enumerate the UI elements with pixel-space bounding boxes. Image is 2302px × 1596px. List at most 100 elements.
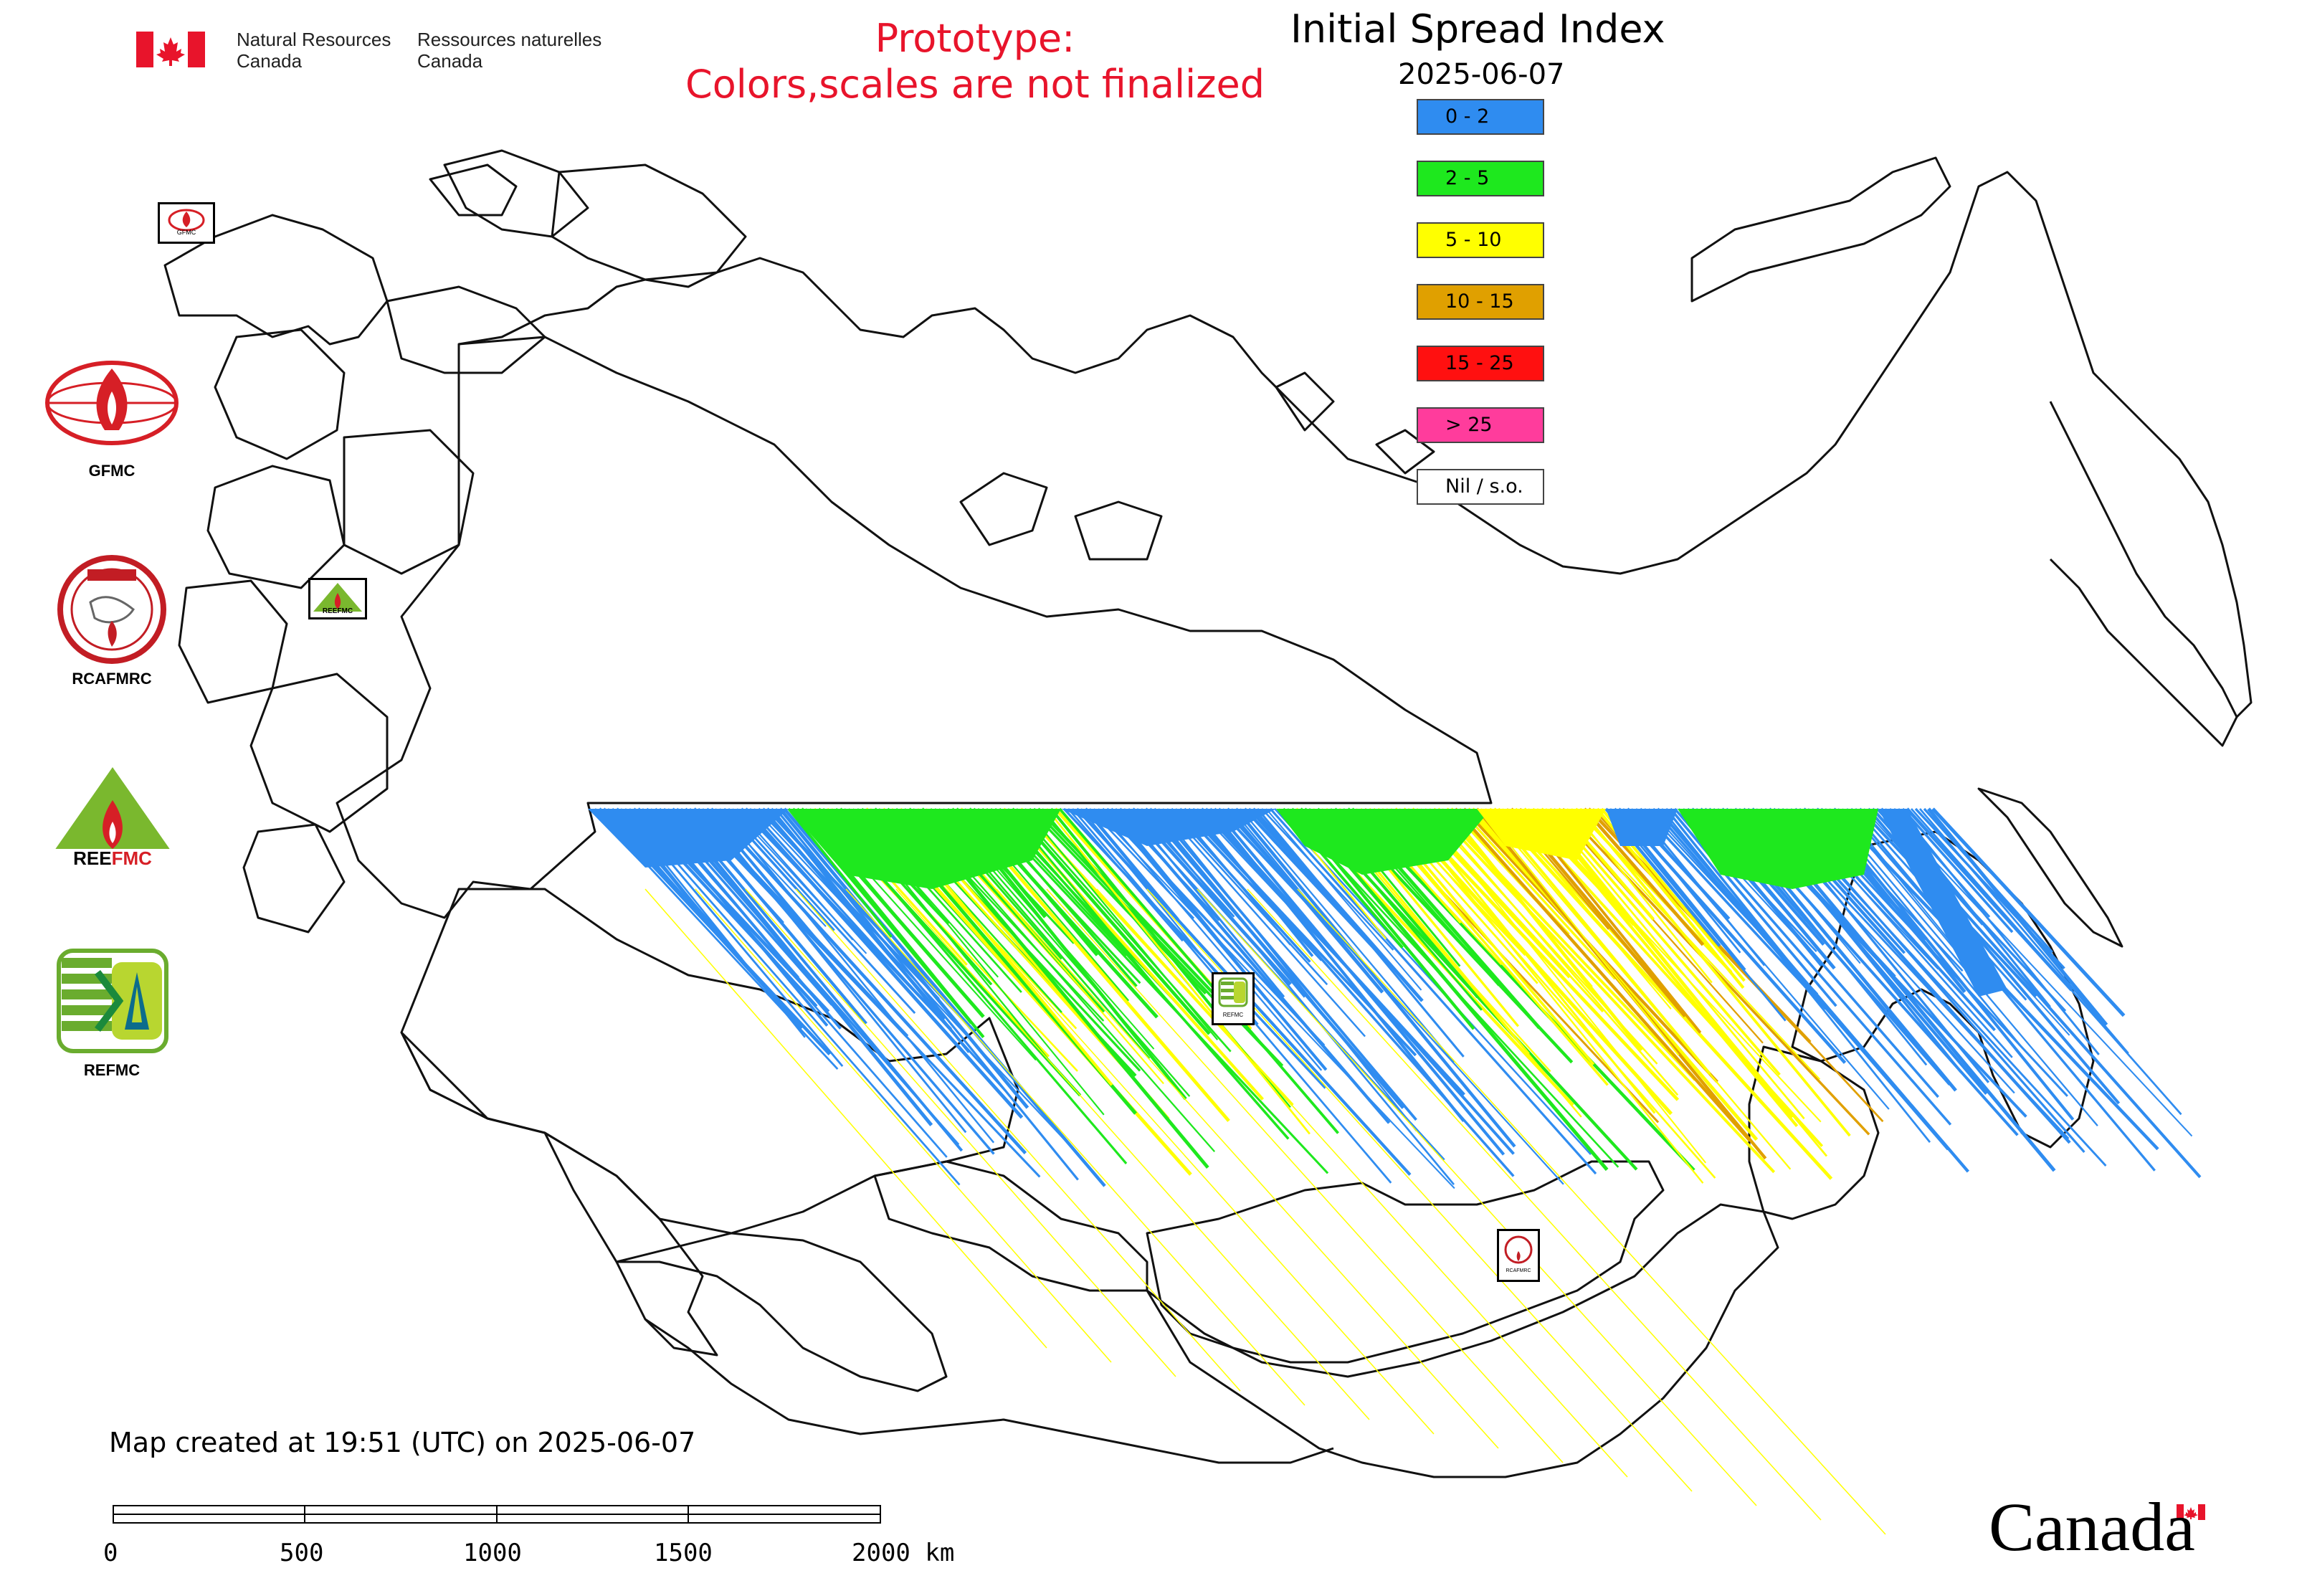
reefmc-logo: REEFMC	[37, 764, 188, 875]
gfmc-map-marker: GFMC	[158, 202, 215, 244]
rcafmrc-logo: RCAFMRC	[40, 552, 184, 688]
isi-streak	[1265, 808, 1422, 991]
scale-label-0: 0	[103, 1539, 118, 1567]
canada-flag-icon	[136, 32, 205, 67]
isi-streak	[895, 888, 1370, 1420]
isi-streak	[1235, 807, 1516, 1148]
isi-streak	[645, 888, 1047, 1349]
isi-streak	[710, 807, 1027, 1154]
isi-streak	[1531, 807, 1799, 1127]
isi-streak	[1351, 807, 1695, 1172]
isi-streak	[1549, 807, 1781, 1076]
prototype-line-1: Prototype:	[875, 16, 1075, 61]
refmc-map-marker-label: REFMC	[1222, 1012, 1244, 1018]
isi-streak	[1050, 807, 1225, 1023]
legend-item-0: 0 - 2	[1417, 99, 1544, 135]
isi-streak	[946, 888, 1435, 1435]
isi-streak	[770, 807, 971, 1053]
isi-streak	[1669, 807, 1837, 1007]
refmc-map-marker: REFMC	[1212, 972, 1255, 1025]
isi-streak	[1927, 807, 2108, 1026]
isi-streak	[1493, 807, 1833, 1180]
scale-bar-icon	[113, 1505, 881, 1524]
country-borders	[163, 149, 2253, 1478]
isi-streak	[1554, 808, 1764, 1044]
isi-streak	[1544, 808, 1805, 1120]
prototype-line-2: Colors,scales are not finalized	[685, 62, 1265, 107]
isi-streak	[1918, 808, 2129, 1055]
isi-streak	[985, 807, 1329, 1174]
isi-raster	[588, 807, 2202, 1535]
isi-streak	[1240, 808, 1455, 1063]
isi-streak	[1213, 807, 1506, 1156]
rcafmrc-map-marker-label: RCAFMRC	[1506, 1268, 1531, 1273]
isi-streak	[1162, 808, 1366, 1037]
isi-streak	[1454, 807, 1751, 1142]
map-title: Initial Spread Index	[1290, 6, 1665, 52]
isi-streak	[1226, 807, 1384, 994]
isi-streak	[1432, 807, 1776, 1174]
isi-streak	[779, 807, 1029, 1109]
gfmc-map-marker-label: GFMC	[176, 229, 196, 236]
prototype-notice: Prototype: Colors,scales are not finaliz…	[667, 16, 1283, 108]
gfmc-caption: GFMC	[88, 462, 135, 480]
isi-streak	[1084, 807, 1179, 921]
legend-item-1: 2 - 5	[1417, 161, 1544, 196]
org-name-en: Natural Resources Canada	[237, 29, 391, 72]
isi-streak	[1897, 808, 2100, 1055]
isi-streak	[1096, 888, 1628, 1478]
map-date: 2025-06-07	[1398, 58, 1565, 91]
isi-streak	[1093, 808, 1455, 1189]
scale-label-2000: 2000 km	[852, 1539, 955, 1567]
rcafmrc-caption: RCAFMRC	[72, 670, 152, 688]
isi-streak	[695, 888, 1112, 1363]
isi-streak	[1197, 888, 1757, 1506]
isi-streak	[1209, 807, 1465, 1123]
isi-streak	[1158, 808, 1417, 1131]
isi-streak	[1153, 807, 1417, 1121]
refmc-caption: REFMC	[83, 1061, 141, 1079]
isi-streak	[697, 807, 995, 1155]
isi-streak	[727, 808, 916, 1015]
isi-streak	[1429, 808, 1679, 1096]
canada-wordmark: Canada	[1989, 1488, 2195, 1565]
isi-streak	[675, 807, 964, 1152]
isi-streak	[1901, 807, 2014, 934]
isi-streak	[1571, 808, 1713, 984]
isi-streak	[1390, 808, 1716, 1179]
isi-streak	[1540, 807, 1794, 1119]
refmc-logo: REFMC	[40, 944, 184, 1080]
isi-streak	[1067, 808, 1184, 942]
isi-streak	[1045, 808, 1311, 1135]
isi-streak	[1445, 807, 1643, 1052]
reefmc-map-marker-label: REEFMC	[322, 607, 353, 615]
isi-streak	[845, 888, 1305, 1406]
isi-streak	[1488, 807, 1711, 1075]
legend-item-4: 15 - 25	[1417, 346, 1544, 381]
isi-streak	[1931, 807, 2126, 1017]
isi-streak	[1015, 808, 1232, 1053]
isi-streak	[701, 808, 967, 1134]
isi-streak	[1566, 808, 1821, 1080]
isi-streak	[1256, 808, 1465, 1058]
isi-streak	[1269, 807, 1597, 1175]
legend-item-5: > 25	[1417, 407, 1544, 443]
rcafmrc-map-marker: RCAFMRC	[1497, 1229, 1540, 1282]
legend: 0 - 2 2 - 5 5 - 10 10 - 15 15 - 25 > 25 …	[1417, 99, 1544, 505]
legend-item-3: 10 - 15	[1417, 284, 1544, 320]
isi-streak	[795, 888, 1241, 1392]
isi-streak	[1407, 808, 1656, 1114]
isi-streak	[1579, 807, 1851, 1137]
isi-streak	[996, 888, 1499, 1449]
isi-streak	[1583, 807, 1705, 946]
isi-streak	[787, 807, 893, 938]
isi-streak	[1458, 807, 1616, 980]
org-name-fr: Ressources naturelles Canada	[417, 29, 602, 72]
gfmc-logo: GFMC	[40, 358, 184, 480]
isi-streak	[1011, 807, 1211, 1035]
isi-streak	[1660, 808, 1931, 1143]
legend-item-6: Nil / s.o.	[1417, 469, 1544, 505]
isi-streak	[1046, 888, 1564, 1463]
isi-streak	[628, 808, 961, 1186]
